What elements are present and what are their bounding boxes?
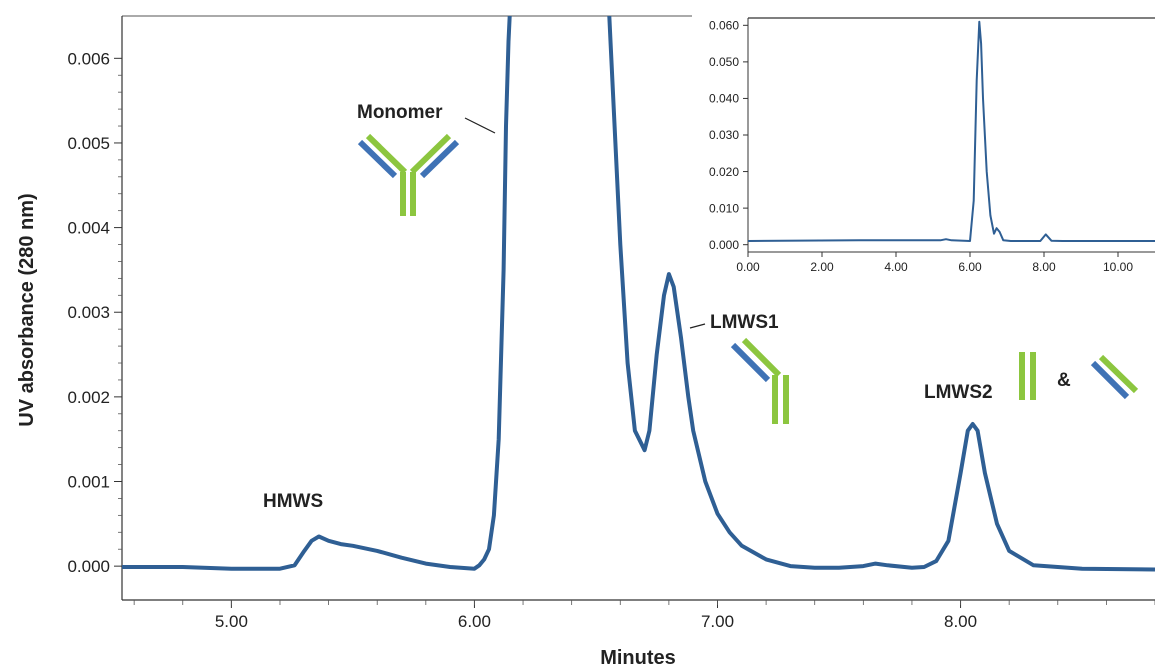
annotation-lmws1: LMWS1 [710, 312, 779, 333]
inset-y-tick-label: 0.010 [709, 201, 739, 215]
annotation-lmws2: LMWS2 [924, 382, 993, 403]
inset-y-tick-label: 0.000 [709, 238, 739, 252]
main-y-tick-label: 0.001 [67, 472, 110, 491]
inset-x-ticks: 0.00 2.00 4.00 6.00 8.00 10.00 [736, 252, 1133, 274]
fc-fragment-icon-lmws2 [1019, 352, 1036, 400]
annotation-hmws: HMWS [263, 491, 323, 512]
main-x-tick-label: 6.00 [458, 612, 491, 631]
inset-chart: 0.000 0.010 0.020 0.030 0.040 0.050 0.060 0.00… [692, 14, 1155, 274]
monomer-leader-line [464, 117, 496, 134]
main-x-tick-label: 7.00 [701, 612, 734, 631]
main-x-ticks: 5.00 6.00 7.00 8.00 [133, 600, 1155, 631]
main-y-ticks: 0.000 0.001 0.002 0.003 0.004 0.005 0.006 [67, 49, 122, 576]
main-x-tick-label: 5.00 [215, 612, 248, 631]
main-y-tick-label: 0.000 [67, 557, 110, 576]
inset-x-tick-label: 6.00 [958, 260, 982, 274]
annotation-ampersand: & [1057, 370, 1071, 391]
antibody-icon-monomer [357, 133, 460, 216]
inset-x-tick-label: 2.00 [810, 260, 834, 274]
inset-series-group [748, 20, 1155, 242]
inset-x-tick-label: 0.00 [736, 260, 760, 274]
inset-series-line [748, 20, 1155, 242]
fab-fragment-icon-lmws2 [1090, 354, 1139, 400]
inset-y-tick-label: 0.060 [709, 19, 739, 33]
inset-x-tick-label: 10.00 [1103, 260, 1133, 274]
inset-background [692, 14, 1155, 274]
annotation-monomer: Monomer [357, 102, 443, 123]
main-y-tick-label: 0.003 [67, 303, 110, 322]
main-y-tick-label: 0.006 [67, 49, 110, 68]
fab-fc-icon-lmws1 [730, 337, 789, 424]
y-axis-title: UV absorbance (280 nm) [16, 193, 38, 426]
main-y-tick-label: 0.005 [67, 134, 110, 153]
inset-x-tick-label: 4.00 [884, 260, 908, 274]
inset-y-tick-label: 0.030 [709, 128, 739, 142]
x-axis-title: Minutes [600, 647, 676, 669]
main-y-tick-label: 0.004 [67, 219, 110, 238]
inset-y-tick-label: 0.040 [709, 92, 739, 106]
main-series-line [122, 16, 1155, 572]
lmws1-leader-line [689, 323, 706, 329]
inset-y-ticks: 0.000 0.010 0.020 0.030 0.040 0.050 0.060 [709, 19, 748, 252]
inset-y-tick-label: 0.020 [709, 165, 739, 179]
main-series-group [122, 16, 1155, 572]
main-x-tick-label: 8.00 [944, 612, 977, 631]
inset-y-tick-label: 0.050 [709, 55, 739, 69]
main-y-tick-label: 0.002 [67, 388, 110, 407]
inset-x-tick-label: 8.00 [1032, 260, 1056, 274]
